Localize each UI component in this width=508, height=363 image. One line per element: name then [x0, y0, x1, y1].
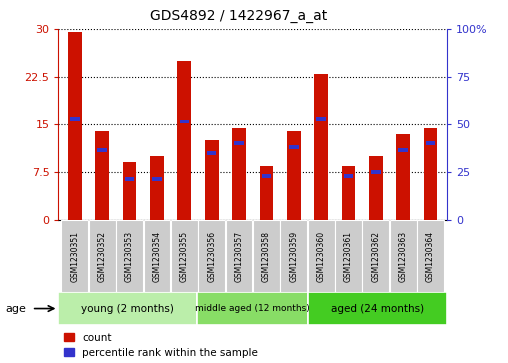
Bar	[280, 220, 307, 292]
Bar	[144, 220, 170, 292]
Text: GSM1230362: GSM1230362	[371, 231, 380, 281]
Bar	[371, 170, 380, 174]
Bar	[205, 140, 218, 220]
Text: young (2 months): young (2 months)	[81, 303, 174, 314]
Text: aged (24 months): aged (24 months)	[331, 303, 424, 314]
Bar	[177, 61, 191, 220]
Bar	[70, 117, 80, 121]
Bar	[287, 131, 301, 220]
Bar	[197, 292, 308, 325]
Bar	[96, 131, 109, 220]
Text: GSM1230352: GSM1230352	[98, 231, 107, 281]
Bar	[342, 166, 356, 220]
Bar	[344, 174, 353, 178]
Bar	[398, 148, 408, 152]
Bar	[289, 145, 299, 149]
Bar	[58, 292, 197, 325]
Bar	[152, 177, 162, 180]
Bar	[61, 220, 88, 292]
Text: middle aged (12 months): middle aged (12 months)	[196, 304, 310, 313]
Bar	[424, 127, 437, 220]
Text: GSM1230360: GSM1230360	[316, 231, 326, 282]
Bar	[150, 156, 164, 220]
Bar	[125, 177, 134, 180]
Bar	[363, 220, 389, 292]
Bar	[226, 220, 252, 292]
Bar	[396, 134, 410, 220]
Bar	[179, 119, 189, 123]
Bar	[253, 220, 280, 292]
Bar	[207, 151, 216, 155]
Text: age: age	[5, 303, 26, 314]
Bar	[98, 148, 107, 152]
Bar	[308, 220, 335, 292]
Bar	[308, 292, 447, 325]
Text: GSM1230358: GSM1230358	[262, 231, 271, 281]
Text: GSM1230363: GSM1230363	[399, 231, 408, 282]
Bar	[417, 220, 444, 292]
Text: GSM1230351: GSM1230351	[70, 231, 79, 281]
Text: GSM1230355: GSM1230355	[180, 231, 189, 282]
Text: GDS4892 / 1422967_a_at: GDS4892 / 1422967_a_at	[150, 9, 327, 23]
Bar	[426, 142, 435, 145]
Bar	[369, 156, 383, 220]
Text: GSM1230361: GSM1230361	[344, 231, 353, 281]
Bar	[335, 220, 362, 292]
Bar	[314, 73, 328, 220]
Text: GSM1230354: GSM1230354	[152, 231, 162, 282]
Text: GSM1230359: GSM1230359	[289, 231, 298, 282]
Bar	[390, 220, 417, 292]
Bar	[89, 220, 116, 292]
Bar	[123, 162, 137, 220]
Bar	[68, 32, 82, 220]
Bar	[316, 117, 326, 121]
Text: GSM1230356: GSM1230356	[207, 231, 216, 282]
Text: GSM1230364: GSM1230364	[426, 231, 435, 282]
Bar	[171, 220, 198, 292]
Bar	[198, 220, 225, 292]
Bar	[116, 220, 143, 292]
Legend: count, percentile rank within the sample: count, percentile rank within the sample	[64, 333, 258, 358]
Bar	[260, 166, 273, 220]
Bar	[232, 127, 246, 220]
Text: GSM1230357: GSM1230357	[235, 231, 243, 282]
Bar	[234, 142, 244, 145]
Text: GSM1230353: GSM1230353	[125, 231, 134, 282]
Bar	[262, 174, 271, 178]
